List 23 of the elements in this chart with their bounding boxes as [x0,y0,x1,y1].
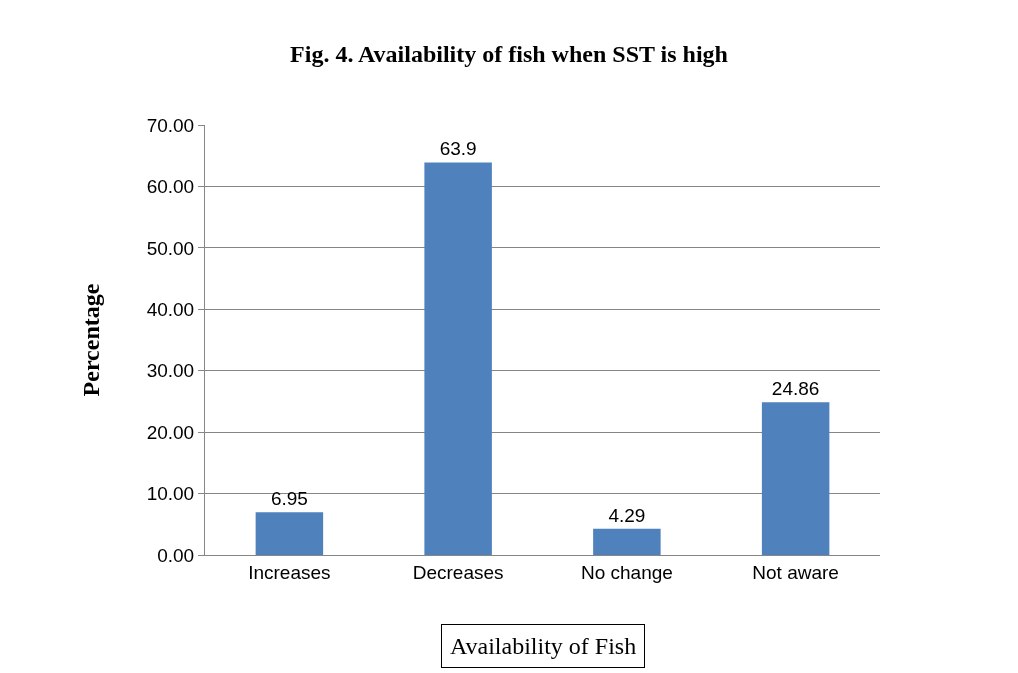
data-label: 63.9 [439,138,477,160]
x-tick-label: Decreases [412,561,504,583]
x-tick-label: No change [580,561,673,583]
y-tick-label: 40.00 [146,298,195,320]
bar [593,528,661,555]
y-tick-label: 20.00 [146,421,195,443]
chart-title: Fig. 4. Availability of fish when SST is high [290,41,728,68]
y-tick-label: 70.00 [146,114,195,136]
bar [761,402,830,555]
data-label: 4.29 [608,504,646,526]
x-tick-label: Not aware [752,561,839,583]
y-tick-label: 30.00 [146,360,195,382]
data-label: 24.86 [771,378,820,400]
y-axis-title: Percentage [77,283,104,397]
y-tick-label: 0.00 [157,544,195,566]
y-tick-label: 10.00 [146,483,195,505]
x-axis-title: Availability of Fish [450,633,637,659]
data-label: 6.95 [270,488,308,510]
bar [255,512,324,555]
bar [424,162,492,555]
y-tick-label: 60.00 [146,176,195,198]
y-tick-label: 50.00 [146,237,195,259]
x-tick-label: Increases [248,561,331,583]
